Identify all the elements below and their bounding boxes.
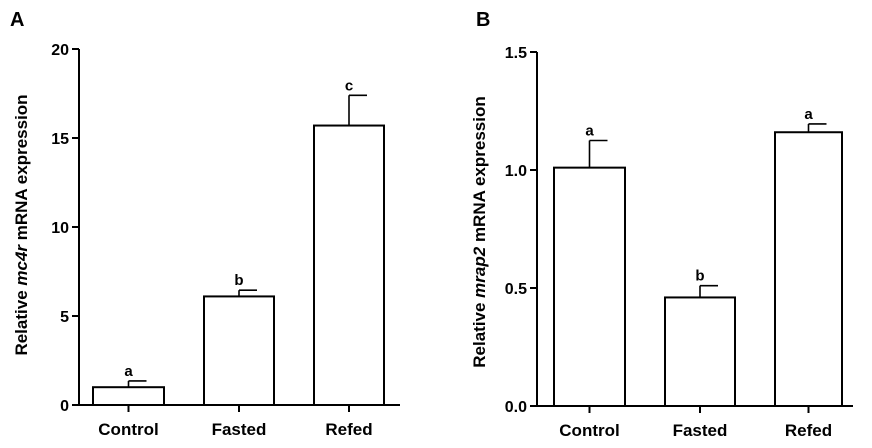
- panel-letter-a: A: [10, 9, 24, 31]
- significance-label-a: b: [234, 272, 243, 289]
- y-axis-label-b: Relative mrap2 mRNA expression: [470, 96, 489, 368]
- y-tick-label-a: 20: [51, 42, 69, 59]
- significance-label-a: c: [345, 77, 353, 94]
- x-tick-label-a: Refed: [325, 420, 372, 439]
- bar-refed-a: [313, 124, 385, 406]
- y-tick-label-b: 0.0: [505, 399, 527, 416]
- bar-control-b: [553, 166, 626, 407]
- y-tick-label-a: 5: [60, 309, 69, 326]
- significance-label-b: a: [804, 106, 813, 123]
- significance-label-a: a: [124, 363, 133, 380]
- y-tick-label-b: 1.0: [505, 163, 527, 180]
- x-tick-label-b: Fasted: [673, 421, 728, 440]
- y-tick-label-a: 0: [60, 398, 69, 415]
- significance-label-b: a: [585, 123, 594, 140]
- significance-label-b: b: [695, 268, 704, 285]
- panel-letter-b: B: [476, 9, 490, 31]
- bar-control-a: [92, 386, 165, 407]
- y-tick-label-b: 0.5: [505, 281, 527, 298]
- x-tick-label-b: Refed: [785, 421, 832, 440]
- y-tick-label-a: 10: [51, 220, 69, 237]
- x-tick-label-a: Fasted: [212, 420, 267, 439]
- panel-b: B Relative mrap2 mRNA expression 0.0 0.5 1…: [470, 9, 853, 440]
- y-tick-label-b: 1.5: [505, 45, 527, 62]
- bar-refed-b: [774, 131, 843, 408]
- x-tick-label-a: Control: [98, 420, 158, 439]
- y-axis-label-a: Relative mc4r mRNA expression: [12, 94, 31, 355]
- x-tick-label-b: Control: [559, 421, 619, 440]
- bar-fasted-a: [203, 295, 275, 407]
- panel-a: A Relative mc4r mRNA expression 0 5 10 15 20…: [10, 9, 400, 439]
- bar-fasted-b: [664, 296, 736, 407]
- y-tick-label-a: 15: [51, 131, 69, 148]
